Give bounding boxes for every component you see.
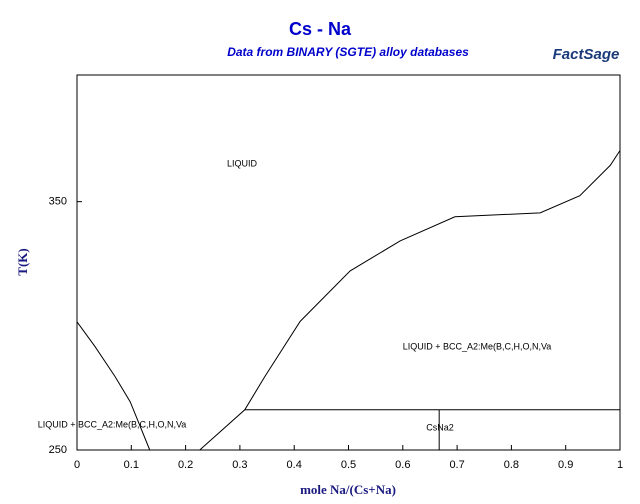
x-tick-label: 1 [617, 459, 623, 471]
phase-boundary [199, 150, 621, 451]
x-tick-label: 0.4 [287, 459, 302, 471]
annotation: CsNa2 [426, 422, 454, 432]
annotation: LIQUID [227, 158, 258, 168]
x-tick-label: 0 [74, 459, 80, 471]
annotation: LIQUID + BCC_A2:Me(B,C,H,O,N,Va [403, 341, 552, 351]
x-tick-label: 0.5 [341, 459, 356, 471]
x-tick-label: 0.6 [395, 459, 410, 471]
x-tick-label: 0.3 [232, 459, 247, 471]
x-tick-label: 0.7 [449, 459, 464, 471]
y-tick-label: 250 [49, 444, 67, 456]
chart-title: Cs - Na [289, 19, 352, 39]
y-axis-label: T(K) [15, 248, 30, 275]
x-axis-label: mole Na/(Cs+Na) [300, 482, 396, 497]
phase-boundary [76, 321, 151, 451]
x-tick-label: 0.2 [178, 459, 193, 471]
x-tick-label: 0.8 [504, 459, 519, 471]
annotation: LIQUID + BCC_A2:Me(B,C,H,O,N,Va [38, 419, 187, 429]
y-tick-label: 350 [49, 196, 67, 208]
logo: FactSage [553, 46, 620, 63]
chart-subtitle: Data from BINARY (SGTE) alloy databases [227, 45, 469, 59]
x-tick-label: 0.9 [558, 459, 573, 471]
x-tick-label: 0.1 [124, 459, 139, 471]
plot-frame [76, 74, 621, 451]
